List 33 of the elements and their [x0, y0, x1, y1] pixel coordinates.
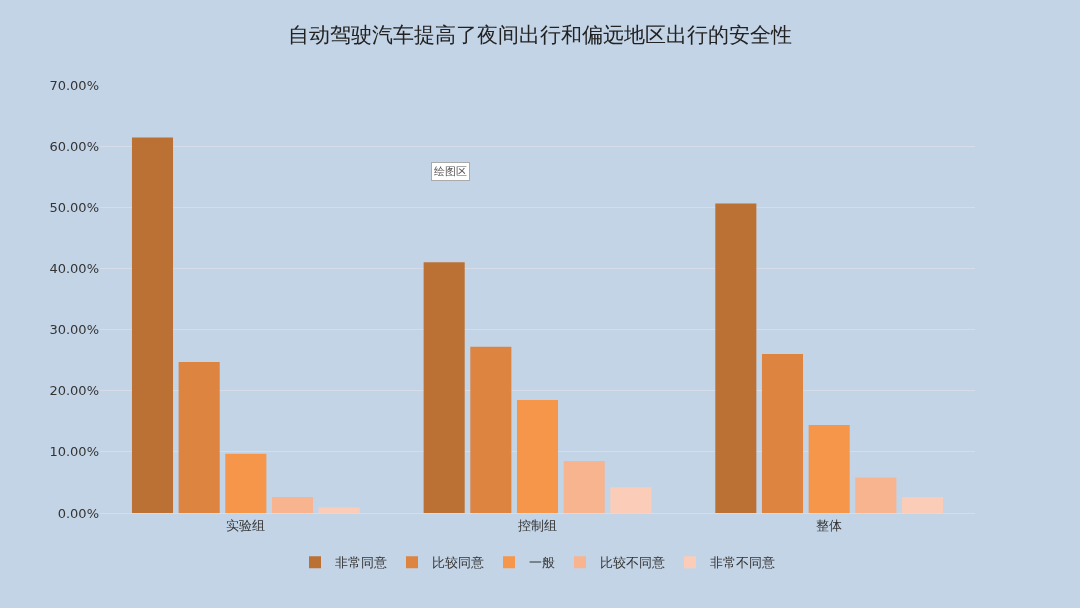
annotation: 绘图区 [434, 165, 467, 178]
y-tick-label: 40.00% [49, 260, 99, 276]
legend-label: 非常同意 [335, 555, 387, 571]
bar [563, 461, 605, 513]
y-tick-label: 30.00% [49, 322, 99, 338]
bar [225, 453, 267, 513]
bar [610, 487, 652, 513]
x-tick-label: 实验组 [226, 517, 266, 533]
bar [271, 497, 314, 513]
bar [131, 137, 174, 513]
legend-label: 比较不同意 [600, 555, 665, 571]
legend-label: 一般 [529, 555, 555, 571]
bar [516, 399, 559, 513]
y-tick-label: 70.00% [49, 77, 99, 93]
y-tick-label: 60.00% [49, 138, 99, 154]
y-tick-label: 20.00% [49, 383, 99, 399]
chart-title: 自动驾驶汽车提高了夜间出行和偏远地区出行的安全性 [288, 23, 792, 48]
bar [715, 203, 757, 513]
bar [761, 354, 804, 513]
x-tick-label: 整体 [816, 517, 843, 533]
x-tick-label: 控制组 [518, 517, 557, 533]
bar [808, 424, 850, 513]
y-tick-label: 10.00% [49, 444, 99, 460]
bar [178, 361, 220, 513]
bar [901, 497, 944, 513]
bar [470, 346, 512, 513]
legend-label: 比较同意 [432, 555, 484, 571]
y-tick-label: 50.00% [49, 199, 99, 215]
legend-label: 非常不同意 [710, 555, 775, 571]
bar [423, 262, 465, 513]
bar [855, 477, 897, 513]
bar [318, 507, 360, 513]
y-tick-label: 0.00% [57, 505, 99, 521]
